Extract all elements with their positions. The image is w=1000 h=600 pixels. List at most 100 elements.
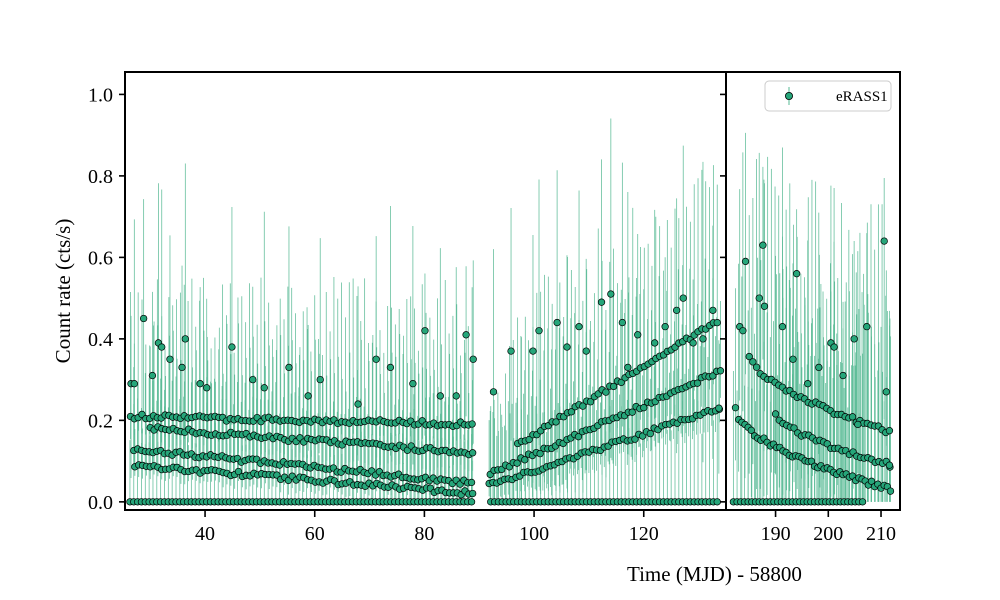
x-tick-label: 100	[519, 523, 549, 545]
data-point	[880, 237, 888, 245]
left-y-axis: 0.0 0.2 0.4 0.6 0.8 1.0	[88, 84, 125, 514]
right-panel-data	[729, 132, 895, 506]
data-point	[535, 327, 543, 335]
data-point	[628, 408, 636, 416]
left-x-axis: 40 60 80 100 120	[195, 510, 659, 545]
data-point	[709, 372, 717, 380]
data-point	[886, 487, 895, 495]
data-point	[139, 314, 148, 323]
data-point	[467, 498, 476, 506]
data-point	[507, 347, 515, 355]
x-tick-label: 200	[813, 523, 843, 545]
data-point	[790, 424, 798, 432]
data-point	[848, 413, 857, 421]
data-point	[469, 489, 477, 498]
data-point	[731, 404, 740, 412]
data-point	[634, 331, 642, 339]
data-point	[386, 363, 395, 372]
data-point	[166, 355, 174, 363]
data-point	[661, 323, 669, 331]
y-tick-label: 1.0	[88, 84, 113, 106]
y-axis-label: Count rate (cts/s)	[51, 219, 75, 364]
data-point	[789, 355, 797, 363]
data-point	[624, 363, 632, 372]
data-point	[574, 433, 583, 441]
data-point	[850, 335, 858, 343]
data-point	[839, 371, 847, 380]
data-point	[747, 426, 755, 434]
data-point	[640, 404, 648, 412]
left-panel: 40 60 80 100 120 0.0 0.2 0.4 0.6 0.8 1.0	[88, 71, 727, 545]
data-point	[582, 347, 590, 355]
data-point	[699, 335, 707, 343]
data-point	[741, 257, 750, 266]
data-point	[830, 343, 838, 351]
data-point	[158, 343, 166, 351]
data-point	[752, 363, 761, 371]
data-point	[469, 355, 477, 363]
data-point	[529, 347, 537, 355]
data-point	[804, 380, 812, 388]
x-tick-label: 120	[629, 523, 659, 545]
legend: eRASS1	[764, 80, 892, 112]
data-point	[536, 449, 544, 458]
data-point	[646, 429, 654, 438]
data-point	[316, 375, 324, 384]
data-point	[567, 408, 576, 416]
x-tick-label: 60	[305, 523, 325, 545]
data-point	[148, 371, 157, 380]
data-point	[609, 382, 618, 391]
data-point	[579, 402, 587, 410]
data-point	[745, 352, 753, 361]
right-panel: 190 200 210	[720, 71, 901, 545]
data-point	[597, 298, 606, 306]
x-tick-label: 80	[414, 523, 434, 545]
data-point	[130, 380, 138, 388]
data-point	[693, 379, 702, 387]
data-point	[234, 467, 243, 476]
data-point	[196, 380, 204, 388]
data-point	[203, 384, 211, 392]
data-point	[372, 355, 380, 363]
data-point	[575, 323, 583, 331]
data-point	[882, 388, 890, 396]
right-y-axis	[720, 93, 726, 503]
data-point	[885, 427, 894, 435]
data-point	[178, 363, 186, 372]
data-point	[260, 384, 268, 392]
data-point	[755, 294, 763, 302]
data-point	[513, 459, 521, 467]
data-point	[249, 375, 257, 384]
data-point	[778, 323, 787, 331]
y-tick-label: 0.4	[88, 329, 113, 351]
data-point	[689, 339, 697, 347]
legend-box	[764, 80, 892, 112]
data-point	[709, 306, 717, 315]
data-point	[468, 420, 476, 428]
data-point	[739, 327, 747, 335]
x-tick-label: 190	[761, 523, 791, 545]
x-tick-label: 210	[866, 523, 896, 545]
data-point	[553, 318, 561, 327]
data-point	[469, 449, 477, 457]
right-panel-frame	[725, 71, 901, 511]
data-point	[409, 380, 417, 388]
left-panel-data	[126, 118, 725, 506]
data-point	[602, 388, 610, 396]
data-point	[713, 318, 721, 327]
data-point	[525, 435, 533, 444]
data-point	[618, 318, 627, 327]
data-point	[521, 456, 529, 464]
data-point	[759, 241, 767, 249]
data-point	[467, 478, 476, 487]
data-point	[228, 343, 236, 351]
y-tick-label: 0.6	[88, 247, 113, 269]
data-point	[858, 498, 867, 506]
data-point	[679, 294, 687, 302]
data-point	[617, 378, 625, 387]
y-tick-label: 0.2	[88, 410, 113, 432]
data-point	[715, 404, 723, 412]
data-point	[285, 363, 293, 372]
data-point	[815, 363, 823, 372]
data-point	[552, 418, 560, 426]
